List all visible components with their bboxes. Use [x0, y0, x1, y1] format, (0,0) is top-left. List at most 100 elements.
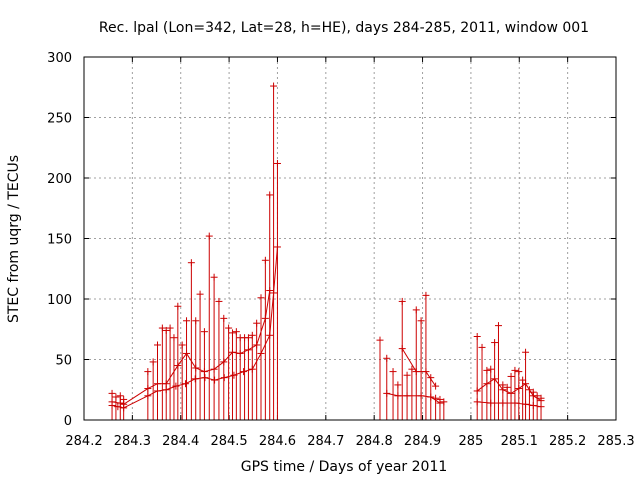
- data-trace: [510, 388, 520, 394]
- x-tick-label: 284.5: [210, 434, 247, 449]
- data-point: [166, 324, 174, 332]
- data-point: [174, 302, 182, 310]
- data-point: [273, 243, 281, 251]
- data-point: [187, 259, 195, 267]
- data-point: [398, 297, 406, 305]
- data-point: [522, 348, 530, 356]
- data-point: [519, 376, 527, 384]
- data-trace: [147, 383, 158, 389]
- data-trace: [269, 292, 275, 336]
- x-tick-label: 285.1: [501, 434, 538, 449]
- y-tick-label: 300: [47, 51, 72, 66]
- grid-lines: [84, 57, 616, 420]
- x-tick-label: 284.7: [307, 434, 344, 449]
- y-tick-label: 250: [47, 112, 72, 127]
- data-trace: [177, 353, 187, 366]
- data-trace: [260, 335, 271, 354]
- data-point: [491, 339, 499, 347]
- data-trace: [425, 371, 437, 387]
- y-axis-ticks: 0 50 100 150 200 250 300: [47, 51, 616, 429]
- data-point: [537, 403, 545, 411]
- data-point: [261, 256, 269, 264]
- data-point: [116, 392, 124, 400]
- data-point: [225, 324, 233, 332]
- y-tick-label: 200: [47, 172, 72, 187]
- data-trace: [494, 378, 504, 391]
- data-point: [154, 341, 162, 349]
- plot-area: [108, 82, 545, 420]
- data-point: [192, 317, 200, 325]
- data-trace: [533, 395, 542, 402]
- data-point: [440, 398, 448, 406]
- data-trace: [502, 389, 512, 394]
- data-trace: [525, 383, 534, 397]
- data-point: [436, 399, 444, 407]
- data-trace: [123, 395, 149, 409]
- data-trace: [251, 353, 262, 370]
- data-point: [257, 294, 265, 302]
- data-point: [483, 366, 491, 374]
- x-tick-label: 284.4: [162, 434, 199, 449]
- data-point: [266, 191, 274, 199]
- data-trace: [486, 378, 495, 385]
- data-trace: [273, 246, 278, 293]
- data-point: [273, 159, 281, 167]
- data-point: [220, 314, 228, 322]
- data-point: [200, 328, 208, 336]
- data-point: [417, 317, 425, 325]
- data-point: [210, 273, 218, 281]
- data-point: [215, 297, 223, 305]
- data-trace: [223, 351, 233, 363]
- y-tick-label: 100: [47, 293, 72, 308]
- data-point: [389, 368, 397, 376]
- data-point: [144, 368, 152, 376]
- data-point: [248, 331, 256, 339]
- data-point: [494, 322, 502, 330]
- plot-frame: [83, 56, 617, 421]
- data-point: [478, 343, 486, 351]
- x-tick-label: 284.8: [356, 434, 393, 449]
- data-trace: [165, 365, 179, 384]
- data-point: [432, 382, 440, 390]
- x-axis-ticks: 284.2 284.3 284.4 284.5 284.6 284.7 284.8 284.9…: [65, 57, 635, 449]
- data-point: [178, 341, 186, 349]
- data-point: [196, 290, 204, 298]
- data-point: [162, 326, 170, 334]
- x-tick-label: 284.6: [259, 434, 296, 449]
- data-point: [427, 374, 435, 382]
- x-tick-label: 285.2: [549, 434, 586, 449]
- data-point: [515, 368, 523, 376]
- data-trace: [518, 383, 526, 389]
- data-point: [108, 389, 116, 397]
- data-point: [412, 306, 420, 314]
- data-point: [149, 358, 157, 366]
- x-tick-label: 284.2: [65, 434, 102, 449]
- data-point: [270, 82, 278, 90]
- data-point: [403, 371, 411, 379]
- data-trace: [123, 388, 149, 405]
- y-tick-label: 50: [55, 354, 72, 369]
- data-point: [376, 336, 384, 344]
- data-point: [383, 354, 391, 362]
- chart-title: Rec. lpal (Lon=342, Lat=28, h=HE), days …: [99, 20, 589, 36]
- x-tick-label: 285.3: [597, 434, 634, 449]
- data-trace: [195, 367, 205, 373]
- data-point: [266, 287, 274, 295]
- data-trace: [476, 383, 488, 392]
- data-trace: [213, 361, 225, 370]
- y-tick-label: 0: [64, 414, 72, 429]
- data-trace: [166, 385, 177, 391]
- data-point: [228, 329, 236, 337]
- data-trace: [186, 353, 197, 369]
- data-point: [537, 397, 545, 405]
- data-point: [503, 383, 511, 391]
- data-point: [112, 393, 120, 401]
- data-point: [205, 232, 213, 240]
- data-point: [244, 334, 252, 342]
- data-trace: [256, 318, 266, 346]
- y-axis-label: STEC from uqrg / TECUs: [6, 155, 22, 323]
- data-point: [507, 372, 515, 380]
- data-trace: [185, 378, 196, 385]
- data-trace: [240, 349, 249, 354]
